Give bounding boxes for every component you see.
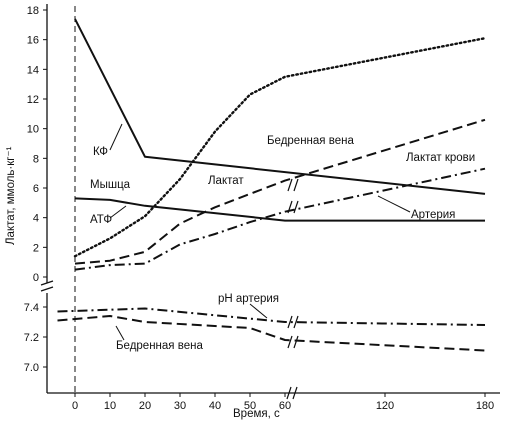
series-line-kf [74,18,486,195]
annotation-blood-lactate: Лактат крови [406,152,475,164]
y-tick-label: 0 [33,272,39,284]
x-tick-label: 120 [376,400,394,412]
series-line-atp [74,197,485,222]
annotation-atp: АТФ [90,214,112,226]
x-axis-break-mark-0 [286,386,298,400]
y-tick-label: 2 [33,242,39,254]
leader-ph-artery [249,303,268,319]
x-axis-break-mark-1 [287,178,299,192]
y-tick-label: 6 [33,183,39,195]
leader-artery [377,195,411,213]
annotation-muscle: Мышца [90,179,131,191]
series-group [57,18,487,352]
x-tick-label: 10 [104,400,116,412]
ph-series-line-femoral-vein [57,315,486,352]
y-tick-label-ph: 7.0 [24,362,39,374]
annotations-group: КФ Мышца АТФ Лактат Бедренная вена Лакта… [5,135,475,420]
series-line-muscle [73,37,487,258]
annotation-ph-artery: pH артерия [218,293,279,305]
x-axis-title: Время, с [233,408,280,420]
y-tick-label-ph: 7.4 [24,302,39,314]
annotation-artery: Артерия [411,209,455,221]
y-tick-label: 8 [33,153,39,165]
axes-group [40,4,500,400]
annotation-kf: КФ [93,146,108,158]
annotation-femoral-vein-ph: Бедренная вена [116,340,203,352]
x-tick-label: 30 [174,400,186,412]
x-axis-break-mark-4 [287,335,299,349]
y-tick-label: 16 [27,35,39,47]
series-line-femoral-vein [74,118,486,265]
x-tick-label: 40 [209,400,221,412]
y-axis-break [40,280,54,292]
leader-femoral-vein-ph [115,325,125,341]
ph-series-line-artery [57,307,486,326]
x-tick-label: 60 [279,400,291,412]
y-tick-label: 10 [27,124,39,136]
y-axis-title: Лактат, ммоль·кг⁻¹ [5,146,17,245]
x-tick-label: 180 [476,400,494,412]
x-axis-break-mark-3 [287,315,299,329]
leader-atp [109,205,127,219]
y-tick-label: 18 [27,5,39,17]
y-tick-label: 14 [27,64,39,76]
y-tick-label: 12 [27,94,39,106]
ticks-group: 0 2 4 6 8 10 12 14 16 18 7.0 7.2 7.4 0 10 20 30 40 50 60 120… [24,5,494,412]
leader-kf [109,123,123,151]
series-line-artery [74,167,486,271]
x-tick-label: 50 [244,400,256,412]
x-tick-label: 20 [139,400,151,412]
y-tick-label-ph: 7.2 [24,332,39,344]
annotation-femoral-vein: Бедренная вена [267,135,354,147]
x-tick-label: 0 [72,400,78,412]
annotation-lactate: Лактат [208,175,244,187]
y-tick-label: 4 [33,213,39,225]
